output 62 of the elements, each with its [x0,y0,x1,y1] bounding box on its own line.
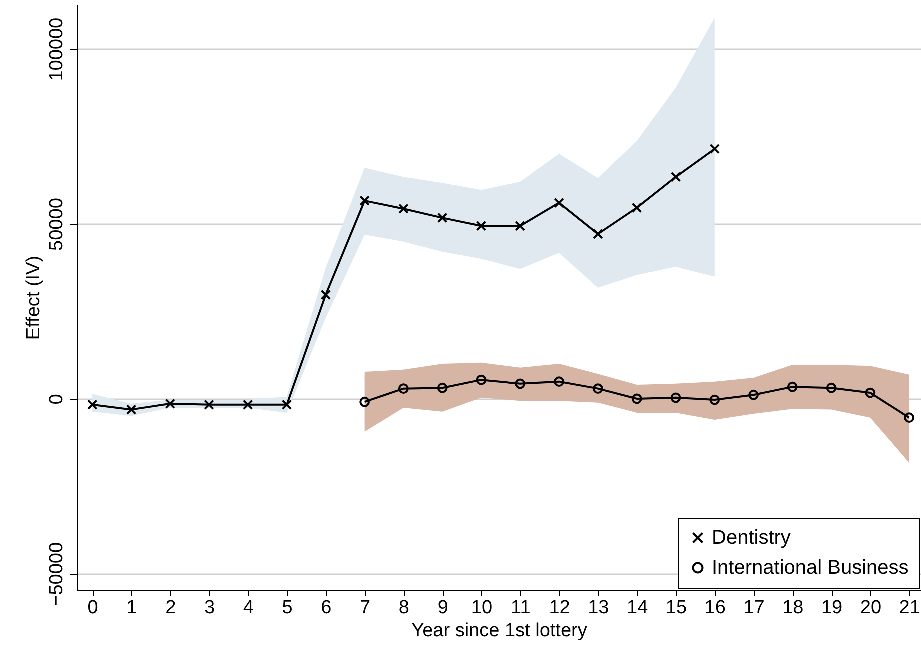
point [710,144,720,154]
point [320,290,332,300]
y-tick-label: 100000 [46,18,68,82]
x-tick-label: 10 [471,598,493,618]
point [748,390,759,400]
y-tick-label: 0 [46,394,68,405]
point [437,212,448,224]
point [242,400,254,410]
x-tick-label: 19 [821,598,843,618]
x-tick-label: 12 [549,598,570,618]
point [515,220,526,232]
x-tick-label: 15 [666,598,688,618]
x-tick-label: 18 [782,598,804,618]
x-tick-label: 17 [744,598,765,618]
point [592,228,604,240]
x-tick-label: 21 [899,598,920,618]
point [398,384,409,394]
x-tick-label: 16 [704,598,726,618]
point [554,198,564,208]
point [592,384,604,394]
y-tick-label: 50000 [46,198,68,251]
x-tick-label: 1 [126,598,138,618]
y-tick-label: −50000 [46,542,68,606]
x-tick-label: 13 [588,598,610,618]
legend-label: International Business [712,557,909,579]
legend-label: Dentistry [712,527,791,549]
x-tick-label: 20 [860,598,882,618]
point [204,400,214,410]
point [670,392,682,404]
x-tick-label: 3 [204,598,216,618]
x-tick-label: 11 [511,598,531,618]
point [398,204,409,214]
point [826,382,837,394]
point [165,398,176,410]
point [632,394,642,404]
x-tick-label: 6 [321,598,332,618]
x-tick-label: 4 [243,598,254,618]
x-tick-label: 14 [627,598,649,618]
point [865,388,876,398]
point [126,404,137,415]
x-tick-label: 0 [88,598,98,618]
y-axis-title: Effect (IV) [24,256,44,340]
x-tick-label: 8 [398,598,410,618]
point [515,378,526,390]
point [476,220,487,232]
point [476,374,487,386]
x-tick-label: 2 [166,598,176,618]
point [554,376,564,387]
point [282,400,292,410]
point [710,394,720,406]
point [632,202,642,214]
point [437,382,448,394]
x-tick-label: 7 [360,598,371,618]
point [360,396,370,408]
point [360,196,370,206]
point [670,172,682,182]
point [787,382,798,392]
point [904,412,915,424]
x-tick-label: 5 [282,598,293,618]
x-tick-label: 9 [438,598,448,618]
point [87,400,98,410]
x-axis-title: Year since 1st lottery [412,620,588,642]
